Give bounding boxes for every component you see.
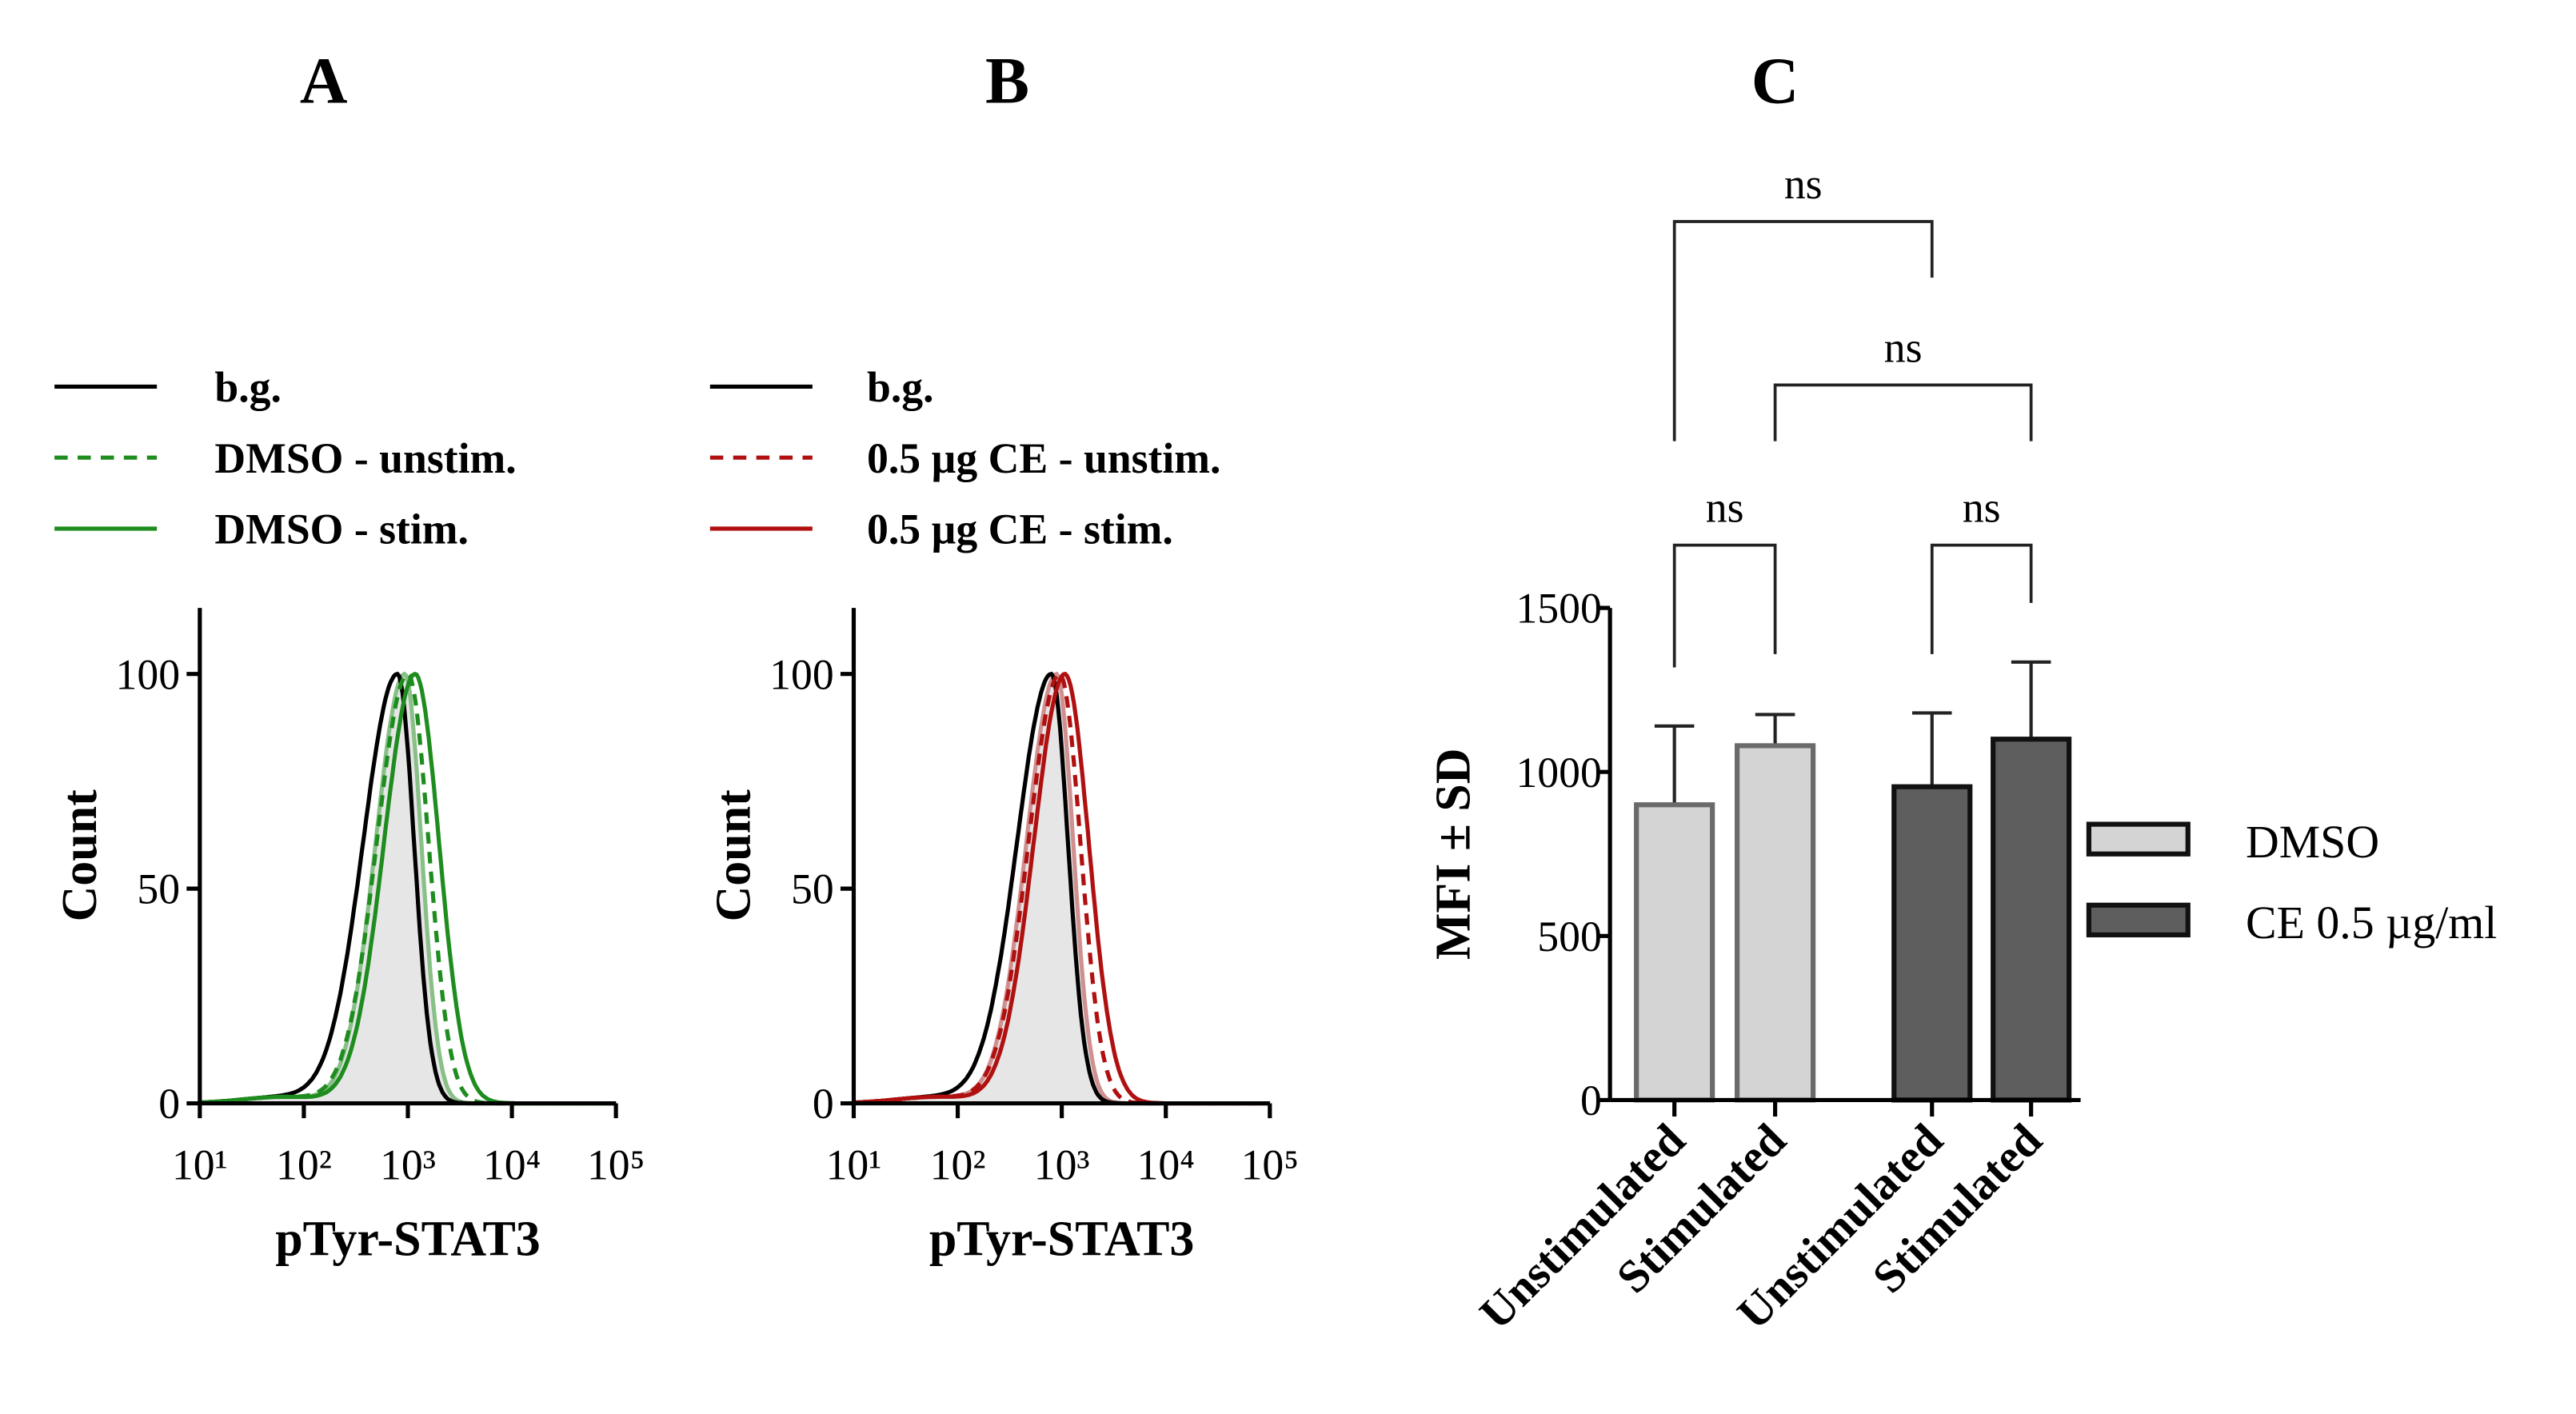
legend-label: DMSO - unstim. [214,434,516,482]
legend-label: b.g. [214,363,282,411]
bar [1891,784,1973,1103]
y-tick-label: 1500 [1516,585,1601,633]
y-tick-label: 0 [1580,1076,1602,1124]
legend-a: b.g. DMSO - unstim. DMSO - stim. [54,363,517,553]
histogram-fill [853,673,1270,1104]
x-tick-label: 10⁴ [483,1141,541,1189]
x-tick-label: 10¹ [826,1141,882,1189]
significance-label: ns [1963,484,2001,532]
legend-swatch-dmso [2086,821,2191,857]
histogram-plot-a: 10¹ 10² 10³ 10⁴ 10⁵ 0 50 100 [116,608,645,1189]
panel-title-a: A [300,43,348,117]
significance-bracket [1672,543,1777,668]
legend-label: b.g. [867,363,934,411]
panel-b: B b.g. 0.5 µg CE - unstim. 0.5 µg CE - s… [706,43,1299,1266]
y-tick-label: 50 [791,865,834,913]
y-tick-label: 0 [158,1080,180,1128]
x-tick-label: 10² [930,1141,986,1189]
legend-c: DMSO CE 0.5 µg/ml [2086,816,2497,949]
x-axis-label-a: pTyr-STAT3 [275,1212,541,1266]
legend-b: b.g. 0.5 µg CE - unstim. 0.5 µg CE - sti… [709,363,1220,553]
panel-c: C 050010001500UnstimulatedStimulatedUnst… [1427,43,2498,1339]
y-tick-label: 1000 [1516,749,1601,797]
y-axis-label-c: MFI ± SD [1427,748,1481,960]
y-axis-label-b: Count [706,789,761,922]
y-tick-label: 500 [1537,913,1602,961]
bar-plot-c: 050010001500UnstimulatedStimulatedUnstim… [1469,160,2081,1339]
x-axis-label-b: pTyr-STAT3 [929,1212,1195,1266]
legend-label: 0.5 µg CE - unstim. [867,434,1220,482]
histogram-plot-b: 10¹ 10² 10³ 10⁴ 10⁵ 0 50 100 [769,608,1299,1189]
significance-label: ns [1884,323,1923,371]
significance-bracket [1930,543,2033,654]
y-tick-label: 50 [137,865,180,913]
panel-a: A b.g. DMSO - unstim. DMSO - stim. 10¹ 10… [53,43,645,1266]
x-tick-label: 10⁵ [587,1141,645,1189]
significance-label: ns [1784,160,1823,208]
legend-swatch-ce [2086,902,2191,938]
y-tick-label: 0 [813,1080,834,1128]
legend-label: CE 0.5 µg/ml [2246,897,2497,949]
significance-bracket [1773,383,2033,441]
y-tick-label: 100 [769,650,834,698]
x-tick-label: 10³ [380,1141,436,1189]
y-tick-label: 100 [116,650,181,698]
panel-title-c: C [1751,43,1799,117]
significance-bracket [1672,220,1934,441]
x-tick-label: 10² [276,1141,332,1189]
bar [1634,802,1715,1103]
histogram-fill [199,673,617,1104]
bar [1735,743,1816,1103]
y-axis-label-a: Count [53,789,107,922]
legend-label: 0.5 µg CE - stim. [867,505,1173,553]
x-tick-label: 10⁴ [1137,1141,1195,1189]
x-tick-label: 10⁵ [1241,1141,1299,1189]
significance-label: ns [1706,484,1744,532]
panel-title-b: B [985,43,1029,117]
x-tick-label: 10¹ [172,1141,228,1189]
legend-label: DMSO [2246,816,2379,868]
legend-label: DMSO - stim. [214,505,469,553]
x-tick-label: 10³ [1034,1141,1090,1189]
bar [1991,737,2072,1103]
